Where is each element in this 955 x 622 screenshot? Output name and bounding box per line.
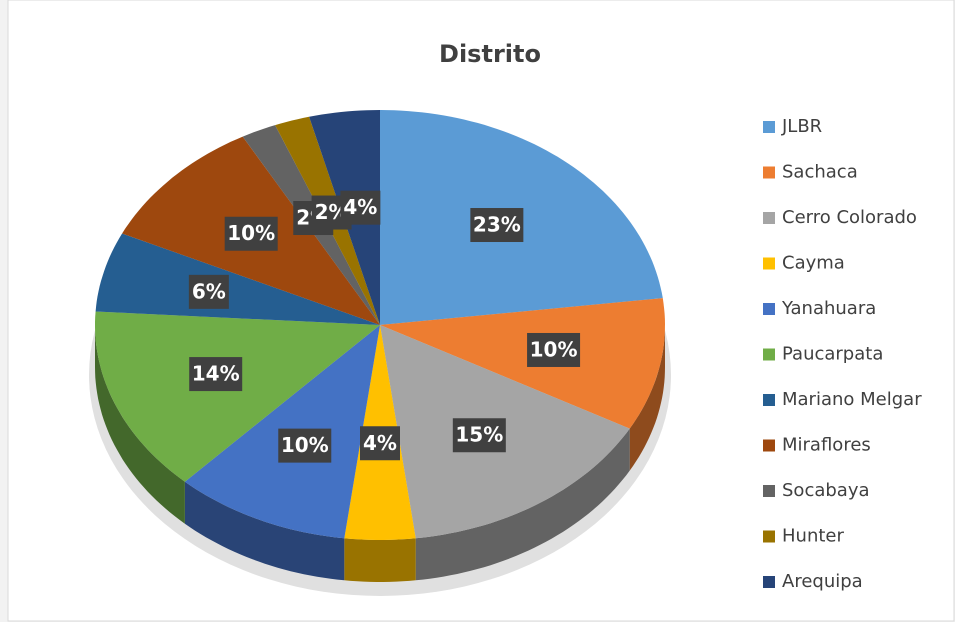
legend-label: JLBR	[781, 116, 822, 137]
legend-label: Paucarpata	[782, 344, 883, 365]
legend-label: Cayma	[782, 253, 845, 274]
slice	[380, 298, 665, 429]
data-label-box	[360, 426, 400, 461]
data-label: 14%	[192, 362, 240, 386]
legend-swatch	[763, 303, 775, 315]
data-label: 10%	[530, 337, 578, 361]
legend-label: Sachaca	[782, 162, 858, 183]
data-label: 6%	[192, 279, 226, 303]
data-label-box	[527, 332, 581, 367]
legend-label: Socabaya	[782, 480, 870, 501]
legend-swatch	[763, 166, 775, 179]
legend-swatch	[763, 348, 775, 361]
legend-swatch	[763, 121, 775, 133]
legend-swatch	[763, 394, 775, 406]
slice-side	[344, 538, 416, 582]
slice-side	[184, 481, 345, 581]
slice-side	[95, 325, 185, 524]
data-label-box	[224, 216, 278, 251]
slice-side	[415, 428, 630, 581]
slice	[95, 311, 380, 482]
slice	[95, 233, 380, 325]
data-label-box	[189, 357, 243, 392]
legend-swatch	[763, 485, 775, 497]
slice-side	[629, 325, 665, 471]
legend-label: Miraflores	[782, 435, 871, 456]
legend-swatch	[763, 212, 775, 224]
legend-label: Mariano Melgar	[782, 389, 922, 410]
data-label-box	[452, 418, 506, 453]
data-label: 10%	[281, 433, 329, 457]
data-label: 4%	[363, 431, 397, 455]
data-label: 15%	[455, 423, 503, 447]
data-label-box	[340, 190, 381, 225]
data-label: 4%	[343, 195, 377, 219]
chart-title: Distrito	[439, 40, 541, 68]
legend-swatch	[763, 257, 775, 270]
data-label-box	[278, 428, 332, 463]
legend	[746, 105, 944, 605]
legend-label: Hunter	[782, 526, 844, 547]
data-label-box	[188, 274, 229, 309]
legend-swatch	[763, 439, 775, 452]
legend-swatch	[763, 530, 775, 543]
legend-label: Yanahuara	[781, 298, 876, 319]
legend-label: Cerro Colorado	[782, 207, 917, 228]
legend-label: Arequipa	[782, 571, 863, 592]
data-label: 10%	[227, 221, 275, 245]
legend-swatch	[763, 576, 775, 588]
data-label-box	[470, 208, 524, 243]
data-label: 23%	[473, 213, 521, 237]
